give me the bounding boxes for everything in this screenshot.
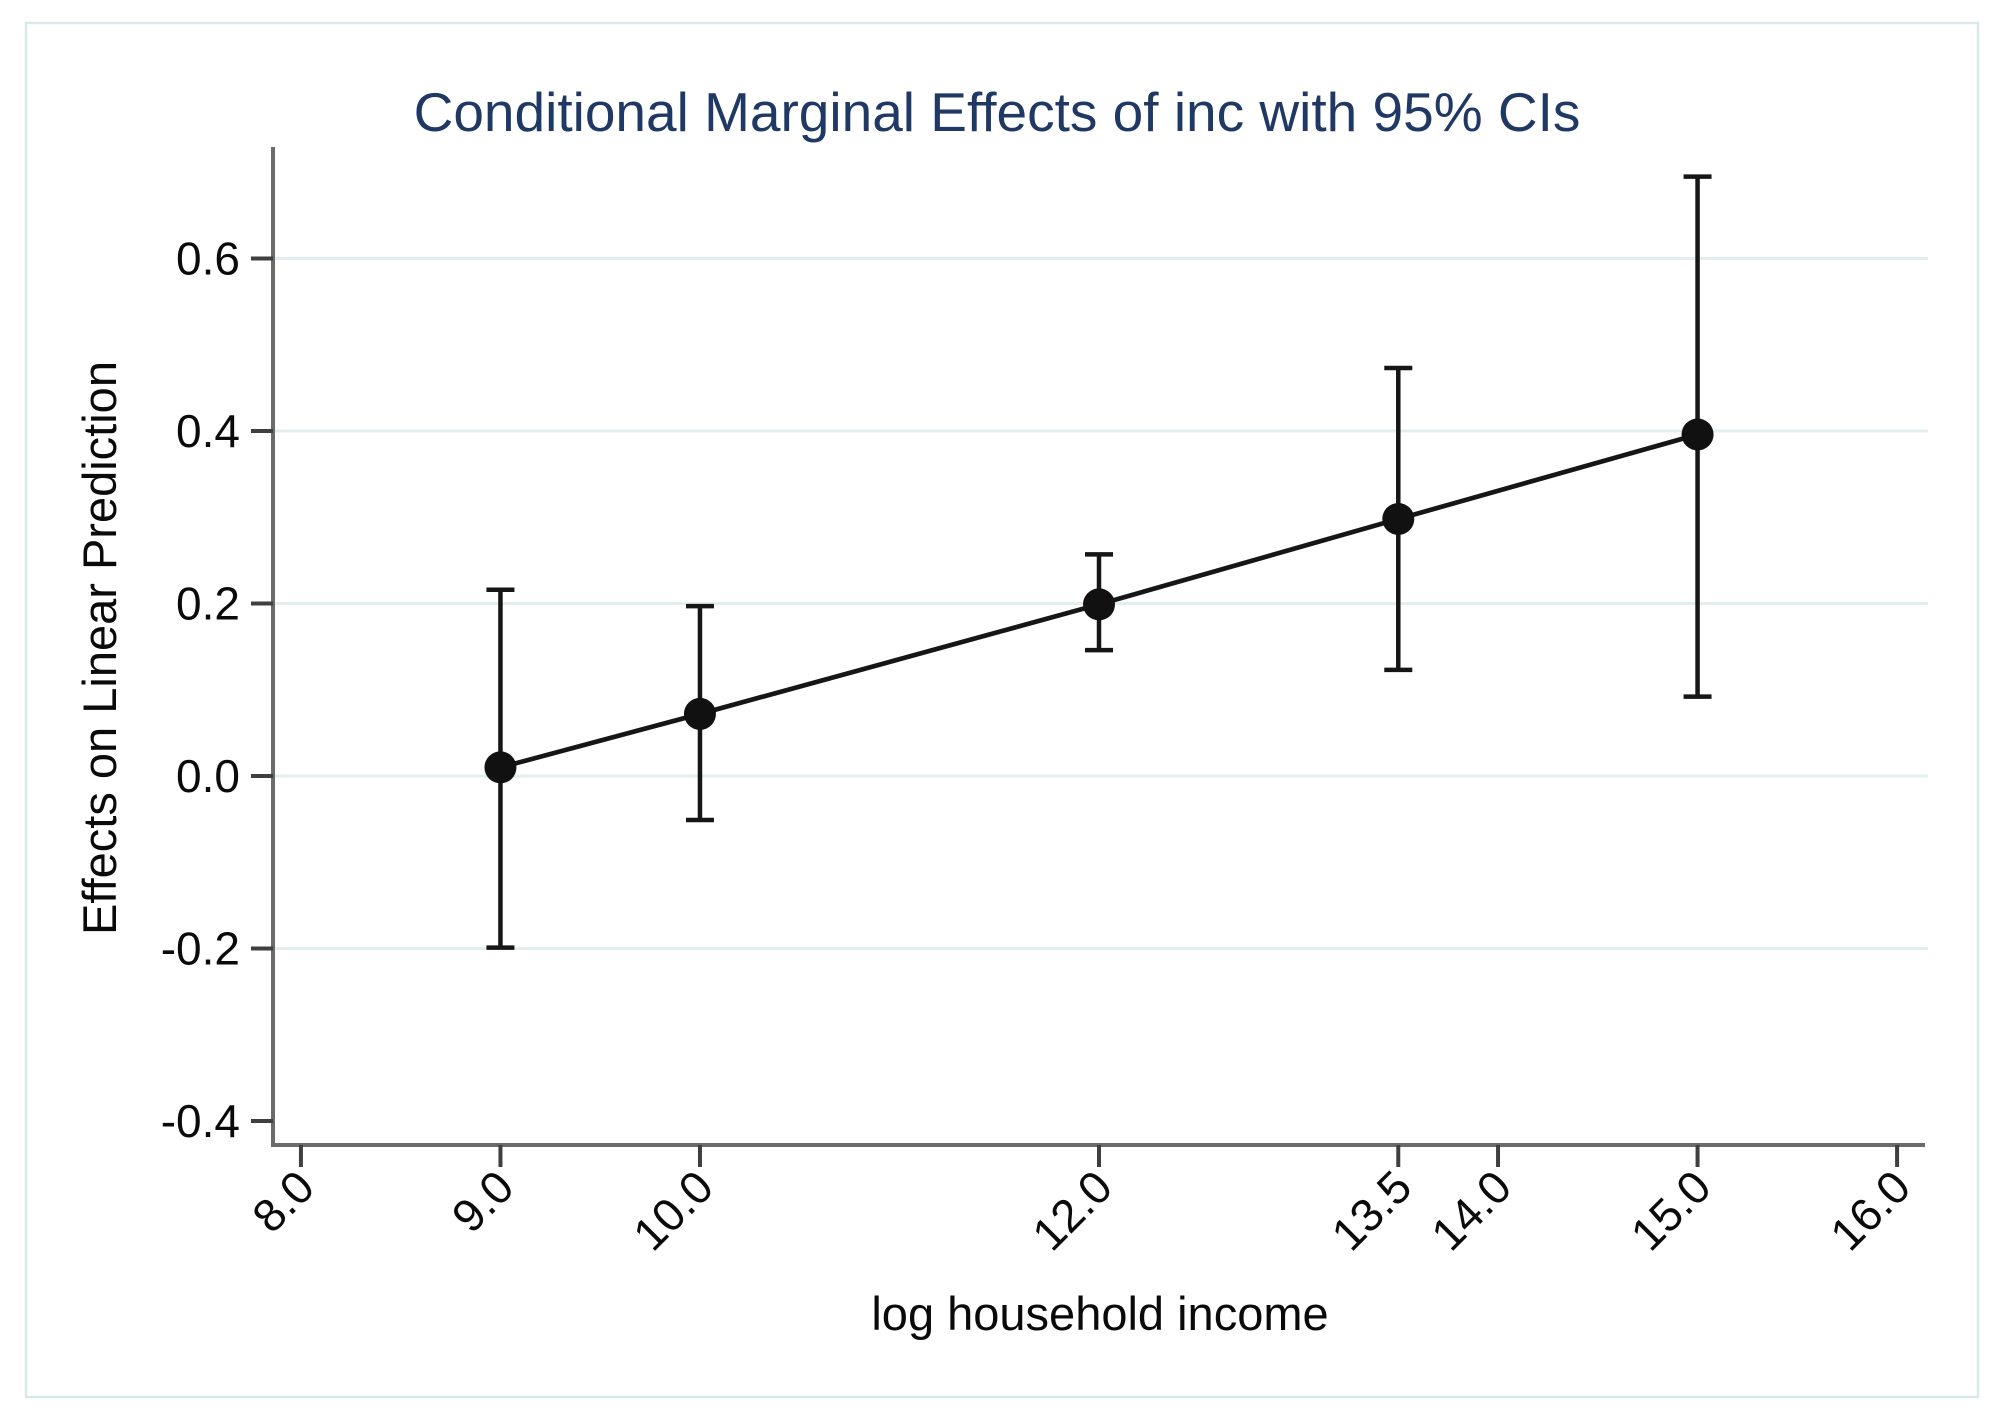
y-axis-title: Effects on Linear Prediction	[73, 361, 126, 935]
chart-title: Conditional Marginal Effects of inc with…	[414, 81, 1581, 143]
y-tick-label: 0.4	[176, 405, 240, 457]
x-tick-label: 13.5	[1321, 1160, 1421, 1260]
y-tick-label: -0.4	[161, 1095, 240, 1147]
x-tick-labels: 8.0 9.0 10.0 12.0 13.5 14.0 15.0 16.0	[242, 1160, 1920, 1260]
x-axis-title: log household income	[871, 1287, 1328, 1340]
x-tick-label: 9.0	[442, 1160, 524, 1242]
graph-region-border	[24, 21, 1980, 1399]
series-layer	[484, 174, 1714, 950]
y-tick-label: -0.2	[161, 923, 240, 975]
x-tick-label: 8.0	[242, 1160, 324, 1242]
data-point-marker	[683, 697, 716, 730]
data-point-marker	[1083, 588, 1116, 621]
data-point-marker	[1681, 418, 1714, 451]
x-tick-label: 14.0	[1421, 1160, 1521, 1260]
x-tick-label: 10.0	[623, 1160, 723, 1260]
y-tick-label: 0.2	[176, 578, 240, 630]
y-tick-label: 0.6	[176, 233, 240, 285]
y-tick-labels: -0.4 -0.2 0.0 0.2 0.4 0.6	[161, 233, 240, 1148]
data-point-marker	[1382, 502, 1415, 535]
x-tick-label: 12.0	[1022, 1160, 1122, 1260]
ticks-layer	[251, 256, 1900, 1167]
x-tick-label: 15.0	[1621, 1160, 1721, 1260]
x-tick-label: 16.0	[1820, 1160, 1920, 1260]
y-tick-label: 0.0	[176, 750, 240, 802]
data-point-marker	[484, 751, 517, 784]
